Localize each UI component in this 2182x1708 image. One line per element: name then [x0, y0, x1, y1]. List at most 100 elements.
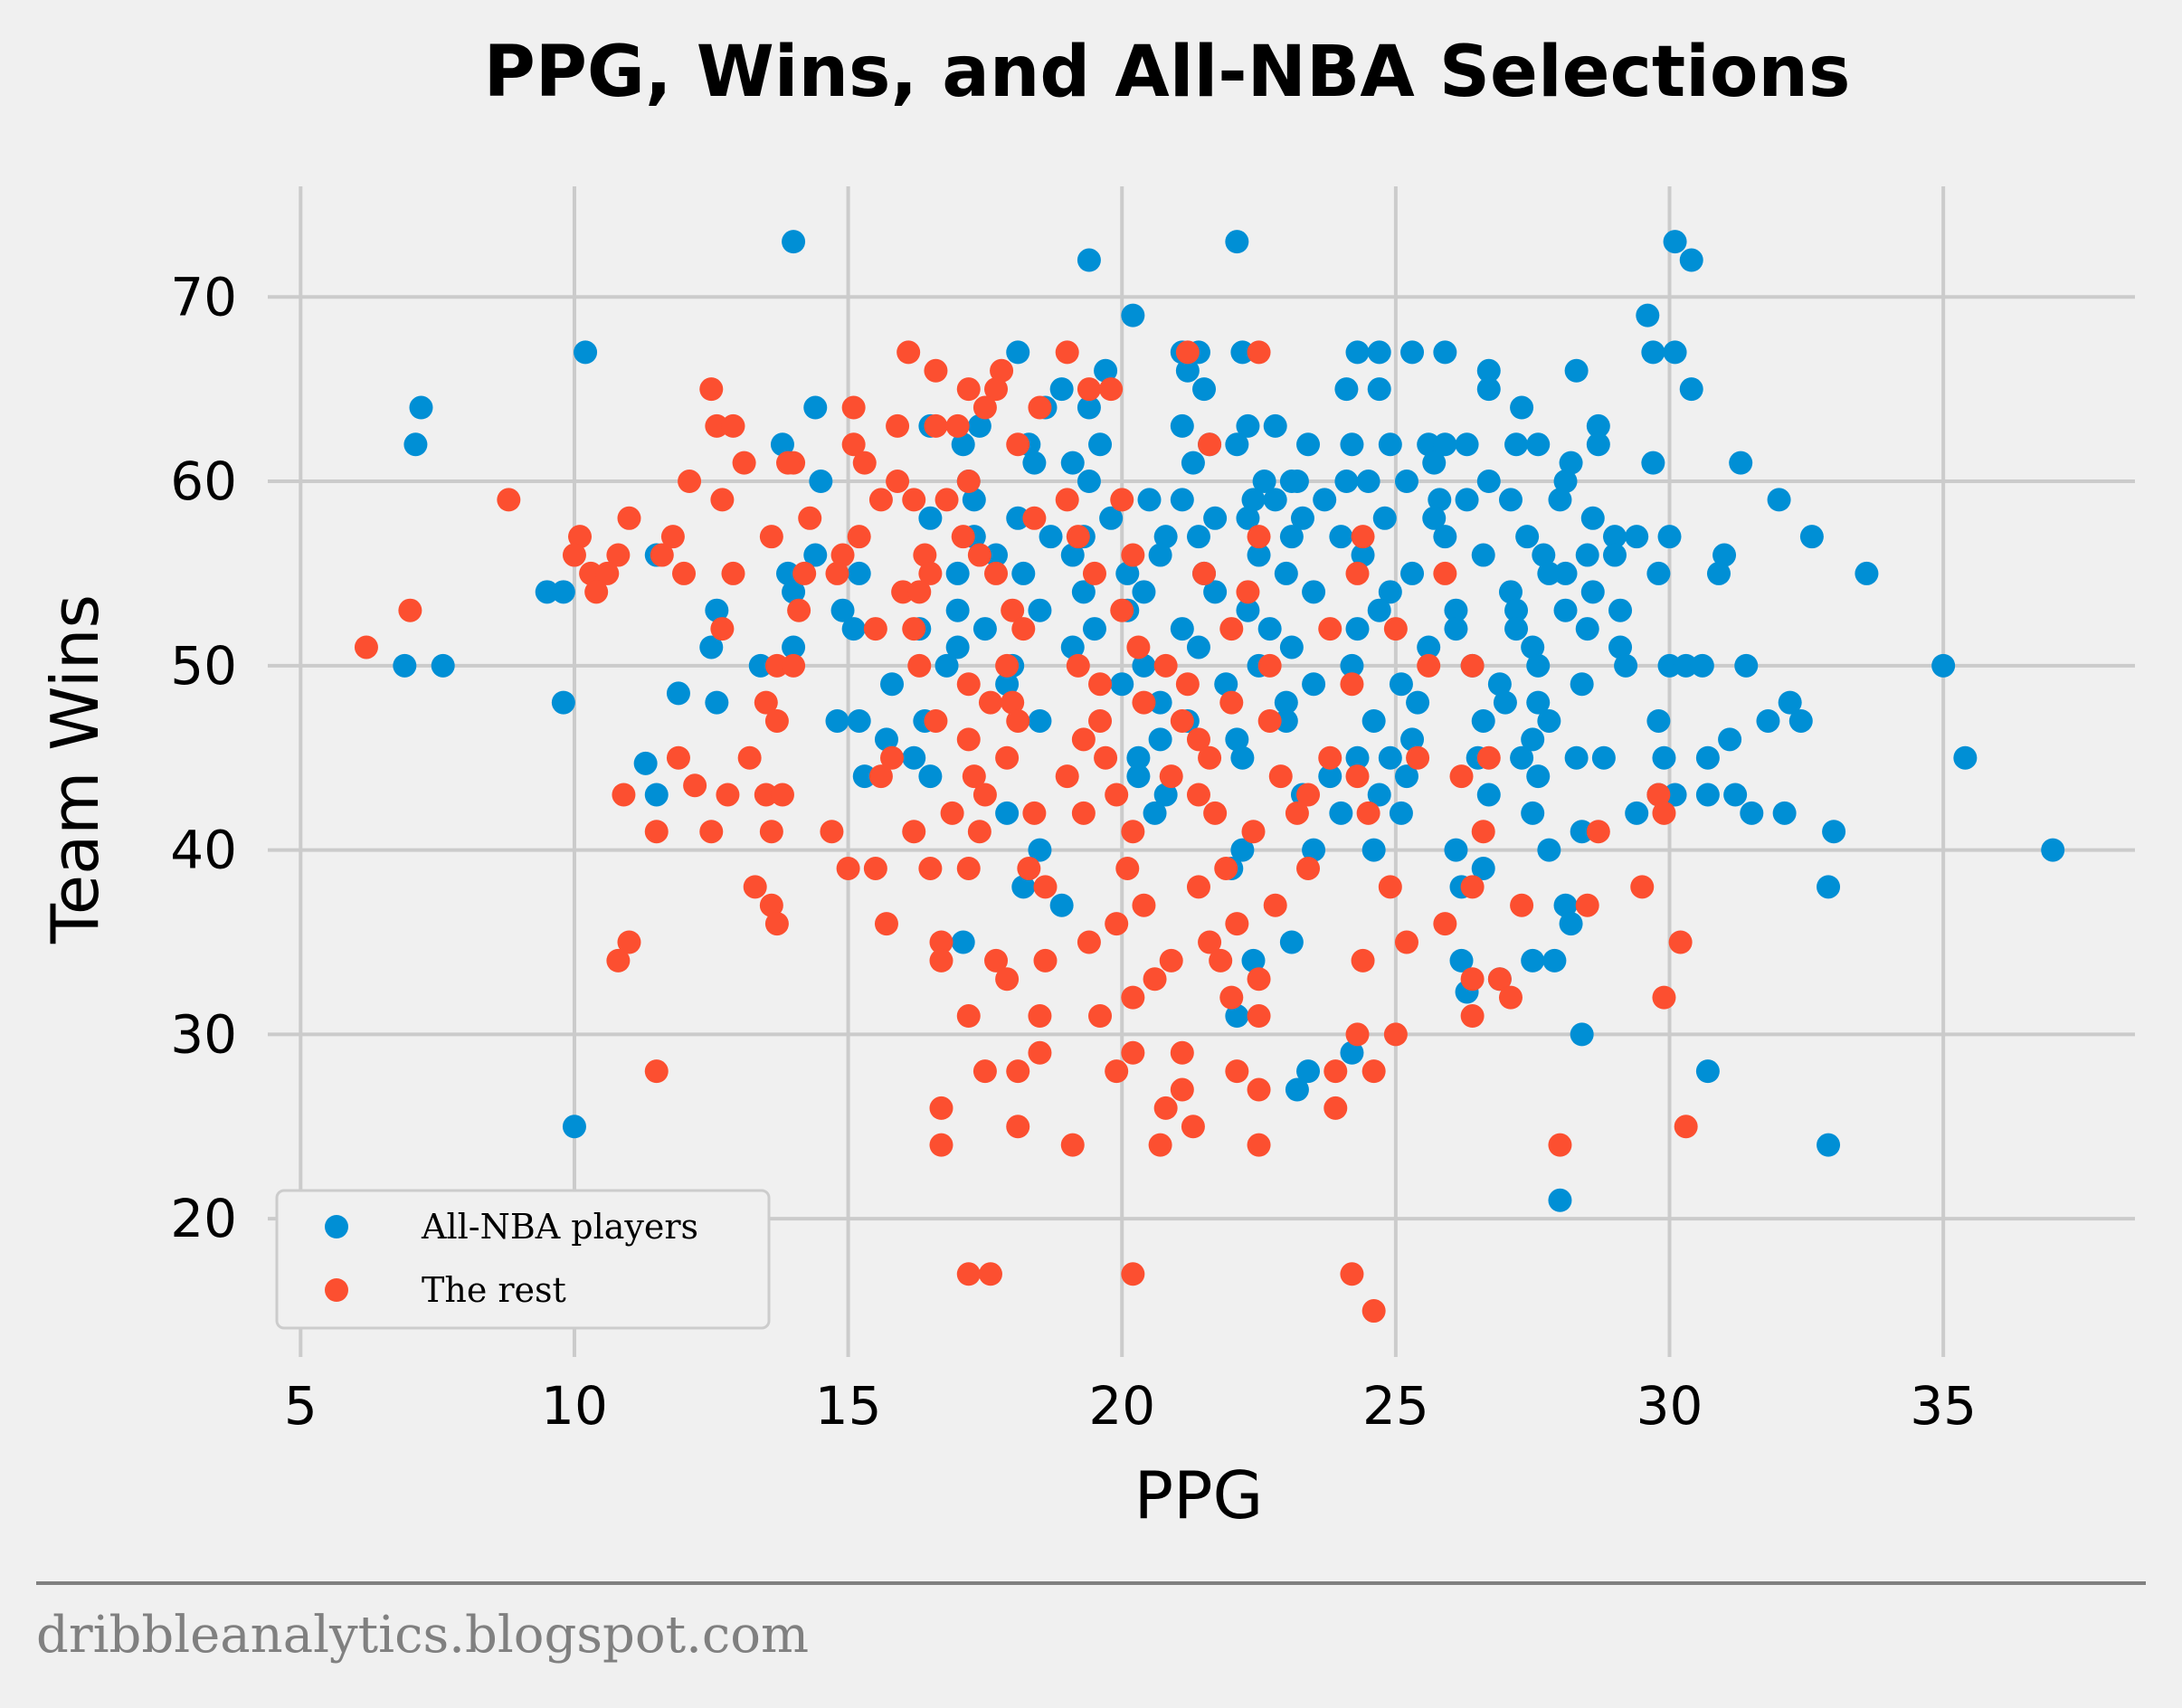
data-point: [1033, 948, 1058, 973]
data-point: [1132, 893, 1156, 917]
data-point: [1428, 488, 1452, 512]
data-point: [1400, 727, 1425, 752]
legend-marker-the-rest: [325, 1278, 348, 1302]
data-point: [1444, 617, 1468, 641]
data-point: [972, 395, 997, 420]
data-point: [1695, 783, 1720, 807]
data-point: [737, 745, 762, 770]
data-point: [1219, 617, 1244, 641]
data-point: [1602, 543, 1627, 567]
data-point: [666, 745, 690, 770]
data-point: [1564, 745, 1589, 770]
data-point: [1241, 488, 1266, 512]
data-point: [1296, 432, 1321, 457]
data-point: [497, 488, 521, 512]
data-point: [1198, 930, 1222, 954]
data-point: [754, 783, 778, 807]
data-point: [1433, 525, 1457, 549]
data-point: [1580, 506, 1605, 530]
data-point: [1817, 1133, 1841, 1157]
data-point: [918, 856, 943, 880]
data-point: [1055, 340, 1079, 365]
data-point: [995, 653, 1020, 678]
data-point: [1022, 801, 1047, 825]
data-point: [1028, 598, 1052, 622]
data-point: [683, 773, 707, 798]
data-point: [1570, 1022, 1594, 1047]
data-point: [1022, 451, 1047, 475]
data-point: [1088, 708, 1113, 733]
data-point: [1444, 838, 1468, 862]
data-point: [874, 727, 898, 752]
data-point: [782, 635, 806, 659]
data-point: [972, 1059, 997, 1084]
data-point: [1028, 395, 1052, 420]
data-point: [764, 708, 789, 733]
data-point: [393, 653, 417, 678]
data-point: [1028, 1040, 1052, 1065]
data-point: [1132, 653, 1156, 678]
data-point: [1077, 377, 1101, 402]
data-point: [1625, 525, 1649, 549]
data-point: [1367, 598, 1391, 622]
data-point: [1778, 690, 1802, 715]
data-point: [699, 635, 724, 659]
data-point: [1498, 985, 1523, 1010]
data-point: [1296, 856, 1321, 880]
data-point: [1504, 598, 1529, 622]
data-point: [841, 617, 866, 641]
data-point: [1608, 635, 1633, 659]
data-point: [1274, 708, 1298, 733]
data-point: [759, 525, 783, 549]
data-point: [1011, 875, 1036, 899]
data-point: [1236, 598, 1260, 622]
data-point: [1674, 1115, 1698, 1139]
data-point: [1110, 488, 1134, 512]
legend-marker-all-nba: [325, 1215, 348, 1238]
data-point: [1247, 1077, 1271, 1102]
data-point: [945, 598, 970, 622]
data-point: [820, 820, 844, 844]
data-point: [1356, 470, 1380, 494]
data-point: [1422, 506, 1447, 530]
data-point: [1361, 838, 1386, 862]
data-point: [1148, 690, 1172, 715]
data-point: [1526, 653, 1551, 678]
data-point: [1553, 893, 1578, 917]
data-point: [606, 948, 631, 973]
data-point: [1186, 783, 1210, 807]
data-point: [551, 690, 575, 715]
data-point: [967, 820, 991, 844]
data-point: [1230, 745, 1255, 770]
data-point: [951, 930, 975, 954]
data-point: [830, 543, 855, 567]
data-point: [1225, 912, 1249, 936]
data-point: [787, 598, 811, 622]
data-point: [551, 580, 575, 604]
data-point: [1181, 1115, 1205, 1139]
data-point: [1170, 488, 1194, 512]
data-point: [918, 561, 943, 585]
data-point: [1345, 561, 1370, 585]
data-point: [1225, 432, 1249, 457]
data-point: [972, 783, 997, 807]
data-point: [1378, 580, 1402, 604]
data-point: [1071, 801, 1096, 825]
data-point: [710, 488, 735, 512]
data-point: [1060, 451, 1085, 475]
data-point: [1383, 1022, 1408, 1047]
data-point: [962, 488, 986, 512]
data-point: [721, 561, 745, 585]
data-point: [1641, 451, 1665, 475]
data-point: [1498, 488, 1523, 512]
data-point: [1247, 525, 1271, 549]
data-point: [918, 506, 943, 530]
data-point: [1526, 432, 1551, 457]
data-point: [1575, 543, 1599, 567]
data-point: [1345, 745, 1370, 770]
data-point: [1126, 745, 1151, 770]
data-point: [1345, 764, 1370, 789]
data-point: [1406, 690, 1430, 715]
data-point: [1630, 875, 1655, 899]
